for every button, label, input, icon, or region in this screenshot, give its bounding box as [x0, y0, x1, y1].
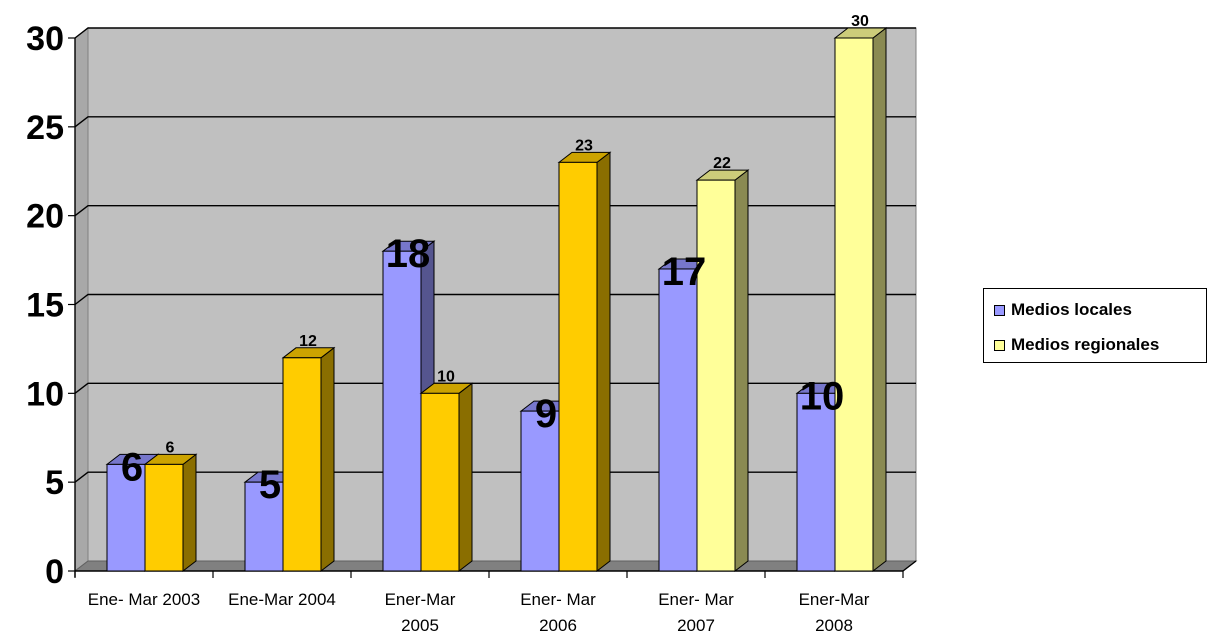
bar-medios-regionales: [834, 37, 874, 572]
data-label-locales: 10: [800, 374, 845, 418]
bar-medios-regionales: [144, 463, 184, 572]
x-tick-label: Ene-Mar 2004: [228, 590, 336, 609]
data-label-regionales: 12: [299, 333, 317, 350]
bar-medios-locales: [244, 481, 284, 572]
bar-medios-regionales-side: [182, 453, 197, 573]
y-tick-label: 30: [26, 20, 64, 58]
x-tick-label: 2007: [677, 616, 715, 635]
legend-item-regionales: Medios regionales: [994, 335, 1159, 355]
legend-item-locales: Medios locales: [994, 300, 1132, 320]
data-label-regionales: 22: [713, 155, 731, 172]
data-label-locales: 17: [662, 250, 707, 294]
x-axis-end: [902, 560, 917, 572]
data-label-regionales: 23: [575, 137, 593, 154]
bar-medios-locales: [796, 392, 836, 572]
bar-medios-locales: [520, 410, 560, 572]
bar-medios-regionales-side: [872, 26, 887, 573]
plot-floor: [73, 560, 918, 572]
legend-swatch-locales: [994, 304, 1005, 316]
y-tick-label: 25: [26, 109, 64, 147]
data-label-locales: 5: [259, 463, 281, 507]
data-label-regionales: 30: [851, 13, 869, 30]
bar-medios-locales: [106, 463, 146, 572]
legend-label-regionales: Medios regionales: [1011, 335, 1160, 354]
y-tick-label: 10: [26, 375, 64, 413]
gridline: [74, 204, 916, 217]
legend-swatch-regionales: [994, 339, 1005, 351]
data-label-regionales: 10: [437, 368, 455, 385]
y-tick-label: 20: [26, 198, 64, 236]
bar-medios-regionales: [282, 357, 322, 572]
x-tick-label: Ene- Mar 2003: [88, 590, 200, 609]
y-tick-label: 0: [45, 553, 64, 591]
x-tick-label: Ener-Mar: [799, 590, 870, 609]
x-tick-label: 2005: [401, 616, 439, 635]
gridline: [74, 116, 916, 128]
y-tick-label: 15: [26, 287, 64, 325]
gridline: [74, 27, 916, 39]
bar-medios-locales: [658, 268, 698, 572]
x-tick-label: 2008: [815, 616, 853, 635]
gridline: [74, 293, 916, 306]
y-tick-label: 5: [45, 464, 64, 502]
gridline: [74, 471, 916, 483]
bar-medios-regionales-side: [734, 169, 749, 573]
bar-medios-regionales-side: [458, 382, 473, 573]
bar-medios-regionales-side: [596, 151, 611, 573]
data-label-locales: 9: [535, 392, 557, 436]
legend-label-locales: Medios locales: [1011, 300, 1132, 319]
legend: Medios locales Medios regionales: [983, 288, 1207, 363]
bar-medios-locales: [382, 250, 422, 572]
bar-medios-regionales: [558, 161, 598, 572]
gridline: [74, 382, 916, 394]
data-label-locales: 6: [121, 445, 143, 489]
x-tick-label: Ener- Mar: [520, 590, 596, 609]
x-tick-label: Ener-Mar: [385, 590, 456, 609]
x-tick-label: 2006: [539, 616, 577, 635]
bar-medios-regionales-side: [320, 346, 335, 573]
data-label-locales: 18: [386, 232, 431, 276]
x-tick-label: Ener- Mar: [658, 590, 734, 609]
data-label-regionales: 6: [166, 439, 175, 456]
bar-medios-regionales: [696, 179, 736, 572]
bar-medios-regionales: [420, 392, 460, 572]
